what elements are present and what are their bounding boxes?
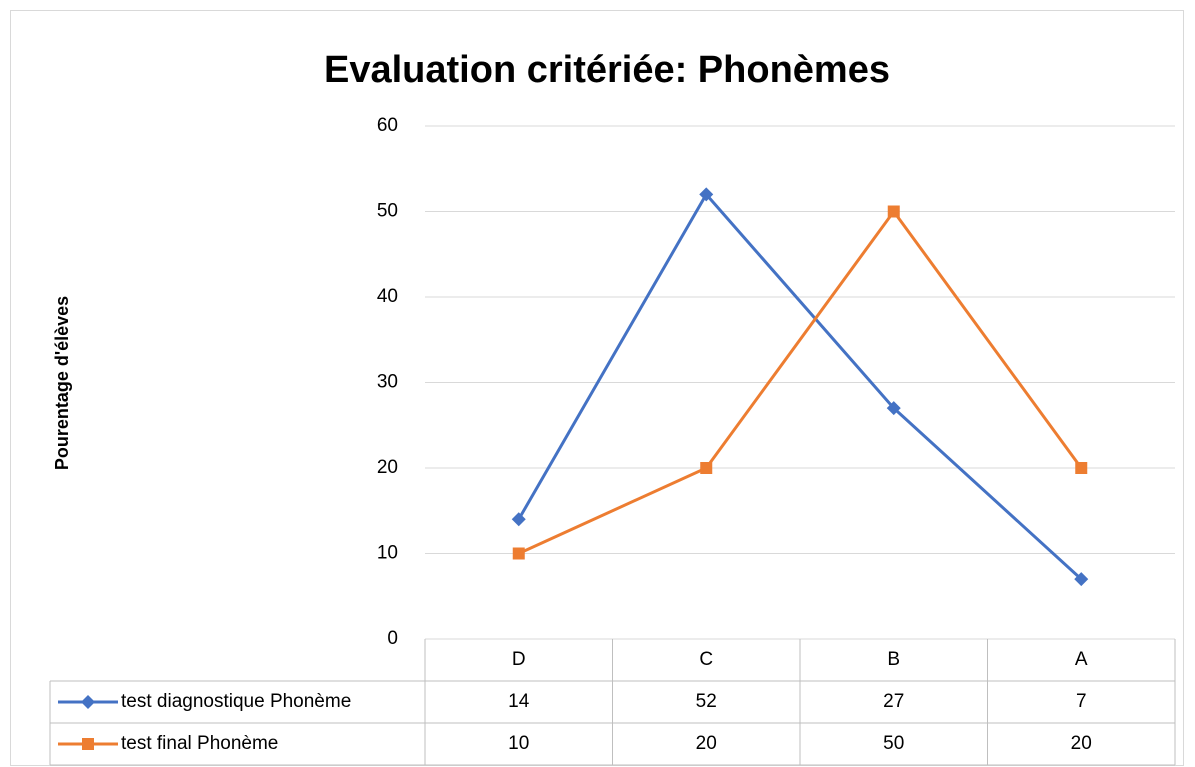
chart-title: Evaluation critériée: Phonèmes xyxy=(324,49,890,91)
legend-label: test final Phonème xyxy=(121,733,278,754)
y-tick-label: 30 xyxy=(377,372,398,393)
x-tick-label: C xyxy=(699,649,713,670)
marker xyxy=(887,205,900,218)
table-value: 50 xyxy=(883,733,904,754)
y-tick-label: 10 xyxy=(377,543,398,564)
table-value: 10 xyxy=(508,733,529,754)
y-tick-label: 50 xyxy=(377,201,398,222)
marker xyxy=(512,547,525,560)
chart-frame xyxy=(10,10,1184,766)
marker xyxy=(886,401,901,416)
x-tick-label: B xyxy=(887,649,900,670)
marker xyxy=(1074,572,1089,587)
marker xyxy=(699,187,714,202)
series-line xyxy=(517,192,1083,581)
y-tick-label: 0 xyxy=(387,628,398,649)
y-tick-label: 60 xyxy=(377,115,398,136)
x-tick-label: A xyxy=(1075,649,1088,670)
y-axis-title: Pourentage d'élèves xyxy=(52,296,72,470)
table-value: 27 xyxy=(883,691,904,712)
x-tick-label: D xyxy=(512,649,526,670)
table-value: 52 xyxy=(696,691,717,712)
table-value: 14 xyxy=(508,691,530,712)
marker xyxy=(1075,462,1088,474)
y-tick-label: 20 xyxy=(377,457,398,478)
marker xyxy=(82,738,94,750)
table-value: 20 xyxy=(696,733,717,754)
y-tick-label: 40 xyxy=(377,286,398,307)
marker xyxy=(511,512,526,527)
series-line xyxy=(518,210,1083,555)
legend-label: test diagnostique Phonème xyxy=(121,691,351,712)
table-value: 20 xyxy=(1071,733,1092,754)
marker xyxy=(700,462,713,474)
table-value: 7 xyxy=(1076,691,1087,712)
marker xyxy=(81,695,95,709)
